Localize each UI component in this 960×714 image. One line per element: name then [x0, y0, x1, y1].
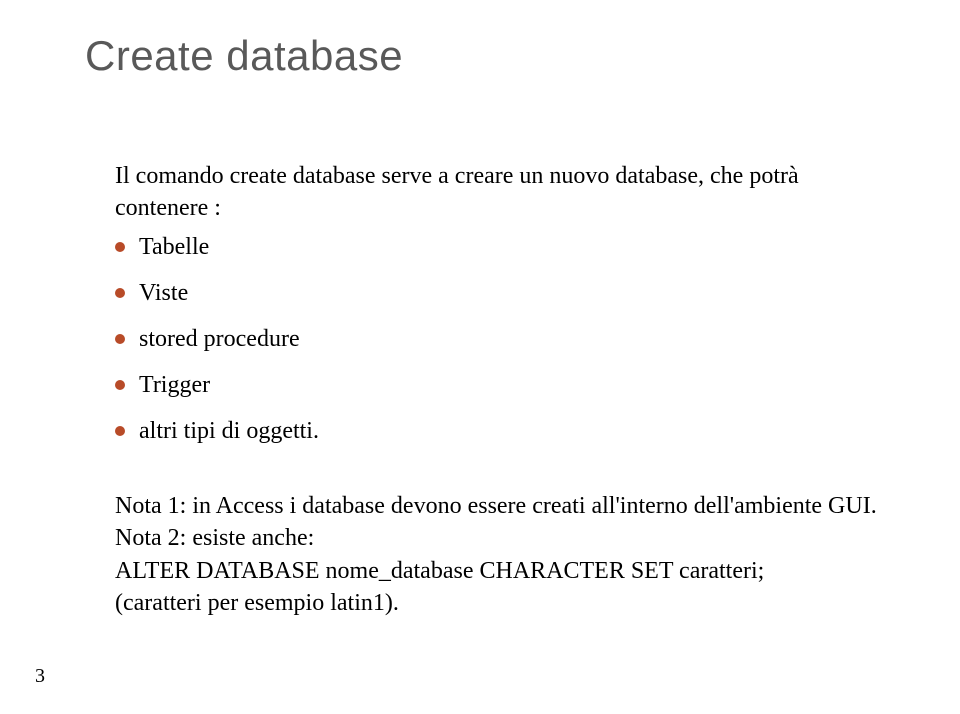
note-line: Nota 1: in Access i database devono esse… [115, 490, 895, 522]
page-number: 3 [35, 665, 45, 688]
bullet-dot-icon [115, 334, 125, 344]
note-line: Nota 2: esiste anche: [115, 522, 895, 554]
bullet-label: stored procedure [139, 327, 300, 351]
note-line: ALTER DATABASE nome_database CHARACTER S… [115, 555, 895, 587]
bullet-item: Trigger [115, 373, 895, 397]
bullet-dot-icon [115, 380, 125, 390]
bullet-item: altri tipi di oggetti. [115, 419, 895, 443]
bullet-label: altri tipi di oggetti. [139, 419, 319, 443]
bullet-item: Tabelle [115, 235, 895, 259]
bullet-item: Viste [115, 281, 895, 305]
bullet-dot-icon [115, 242, 125, 252]
bullet-label: Trigger [139, 373, 210, 397]
notes-block: Nota 1: in Access i database devono esse… [115, 490, 895, 620]
slide-title: Create database [85, 32, 403, 80]
bullet-label: Viste [139, 281, 188, 305]
intro-text: Il comando create database serve a crear… [115, 160, 895, 225]
bullet-dot-icon [115, 288, 125, 298]
bullet-item: stored procedure [115, 327, 895, 351]
bullet-dot-icon [115, 426, 125, 436]
bullet-list: Tabelle Viste stored procedure Trigger a… [115, 235, 895, 465]
bullet-label: Tabelle [139, 235, 209, 259]
slide: Create database Il comando create databa… [0, 0, 960, 714]
note-line: (caratteri per esempio latin1). [115, 587, 895, 619]
